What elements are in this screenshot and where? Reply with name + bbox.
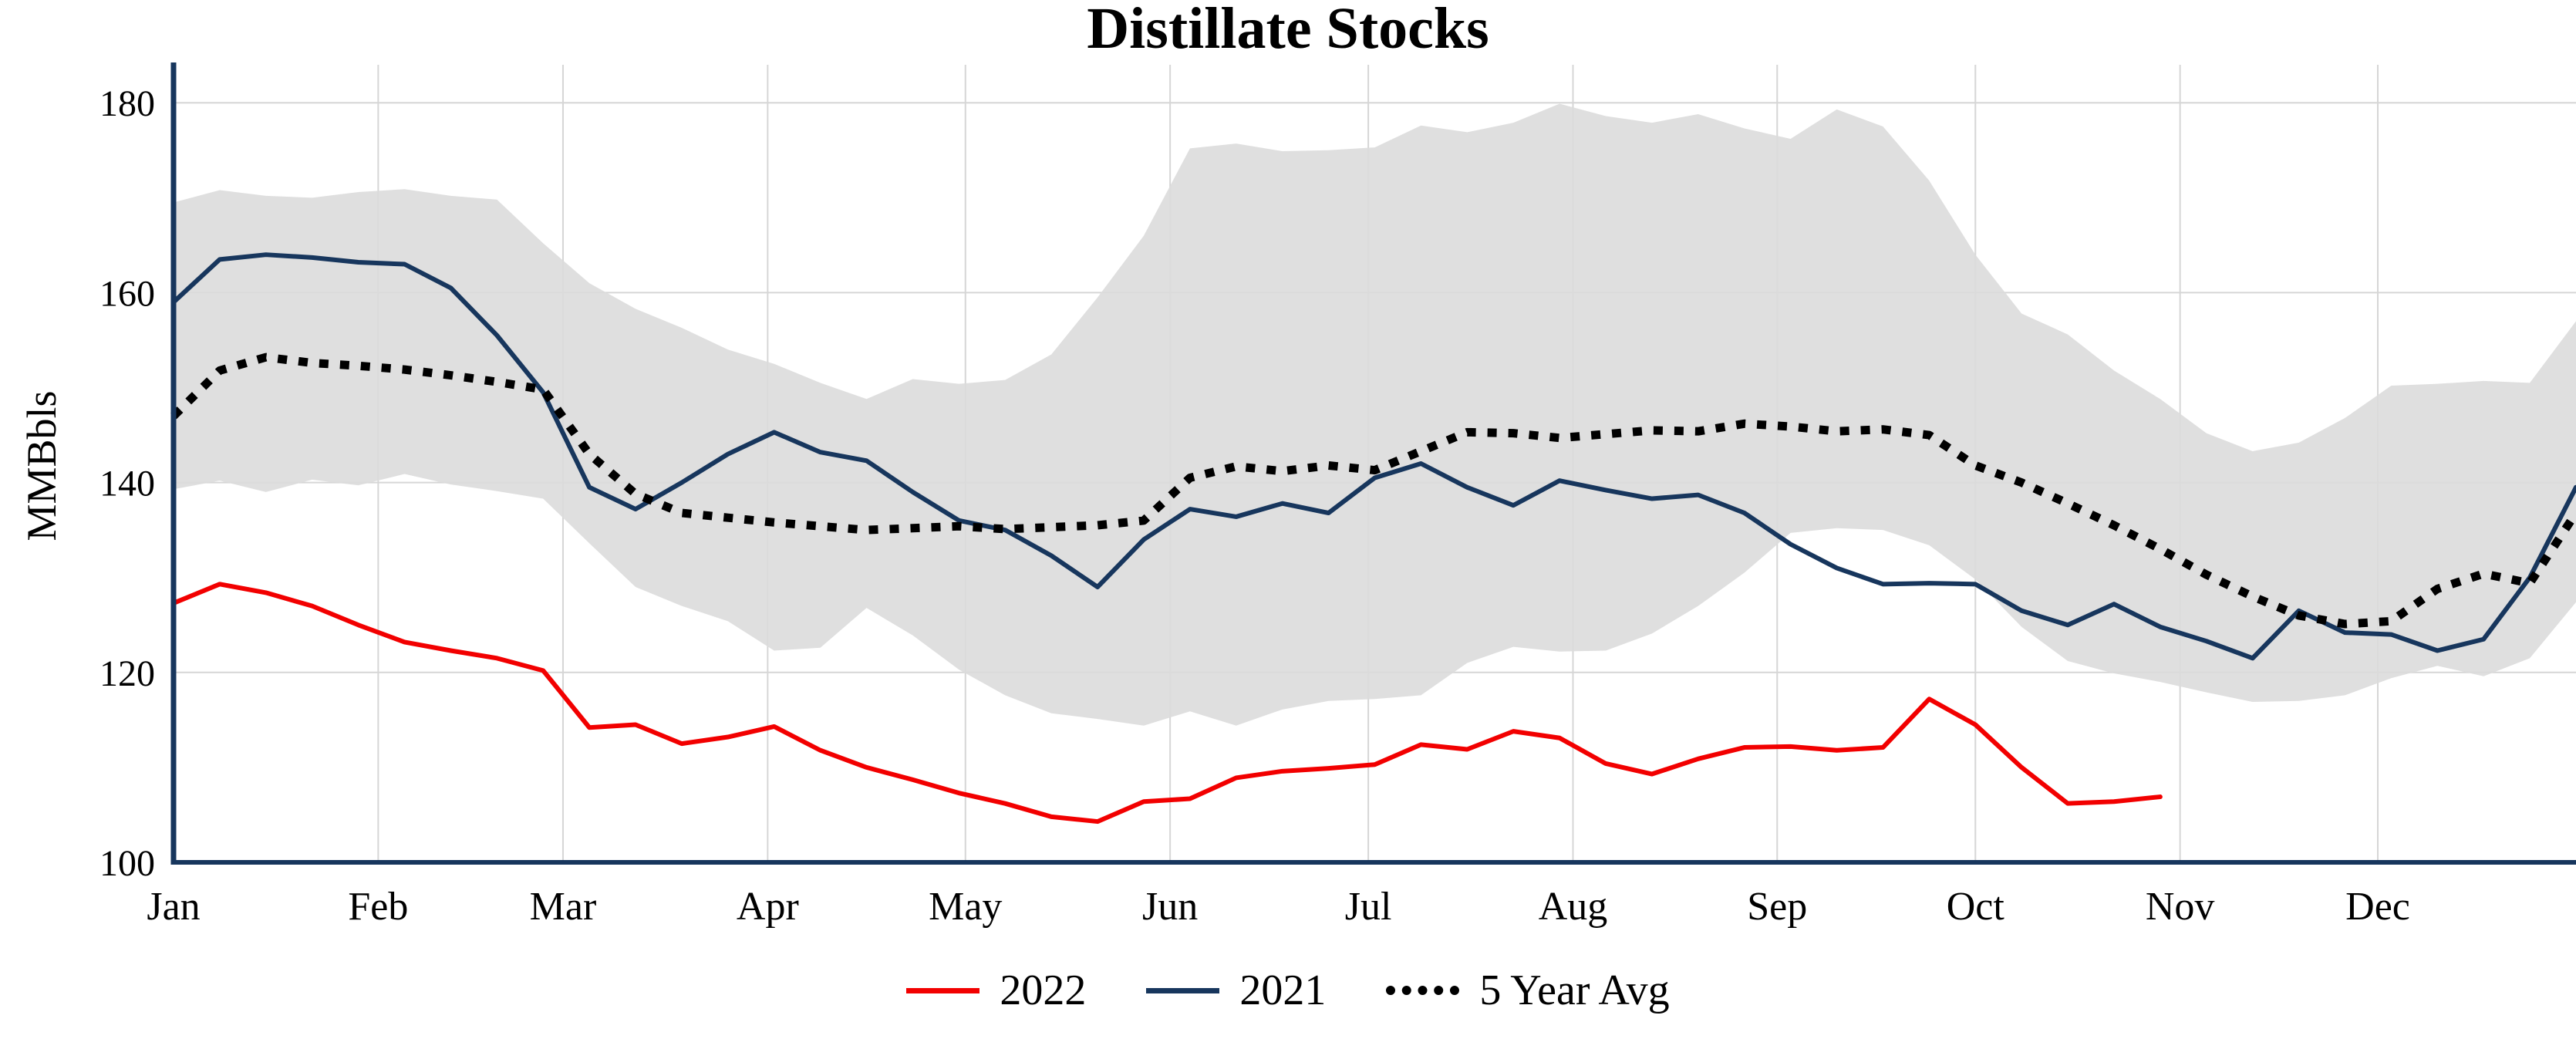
legend-line-2021-icon xyxy=(1146,987,1220,993)
x-tick-label: Apr xyxy=(737,885,799,929)
series-line-2021 xyxy=(171,252,2576,661)
legend-label-2021: 2021 xyxy=(1239,966,1327,1014)
chart-legend: 2022 2021 5 Year Avg xyxy=(0,966,2576,1015)
x-tick-label: Jun xyxy=(1142,885,1198,929)
x-tick-label: Sep xyxy=(1747,885,1807,929)
x-tick-label: May xyxy=(929,885,1002,929)
five-year-range-band xyxy=(174,103,2576,726)
series-line-5-year-avg xyxy=(170,352,2576,629)
legend-line-5yr-avg-icon xyxy=(1386,986,1460,995)
x-tick-label: Nov xyxy=(2146,885,2215,929)
legend-label-2022: 2022 xyxy=(1000,966,1087,1014)
page-title: Distillate Stocks xyxy=(1087,0,1489,61)
x-tick-label: Mar xyxy=(530,885,597,929)
y-tick-label: 120 xyxy=(99,653,155,694)
x-tick-label: Jan xyxy=(147,885,200,929)
x-tick-label: Dec xyxy=(2345,885,2410,929)
legend-item-2022: 2022 xyxy=(906,966,1086,1015)
legend-line-2022-icon xyxy=(906,987,980,993)
legend-label-5yr-avg: 5 Year Avg xyxy=(1479,966,1670,1014)
y-tick-label: 160 xyxy=(99,273,155,314)
legend-item-2021: 2021 xyxy=(1146,966,1326,1015)
y-tick-label: 140 xyxy=(99,464,155,504)
x-tick-label: Jul xyxy=(1345,885,1392,929)
series-line-2022 xyxy=(171,582,2163,825)
y-tick-label: 100 xyxy=(99,843,155,884)
x-tick-label: Feb xyxy=(348,885,408,929)
x-tick-label: Aug xyxy=(1539,885,1608,929)
y-tick-label: 180 xyxy=(99,83,155,124)
legend-item-5yr-avg: 5 Year Avg xyxy=(1386,966,1670,1015)
x-tick-label: Oct xyxy=(1947,885,2005,929)
